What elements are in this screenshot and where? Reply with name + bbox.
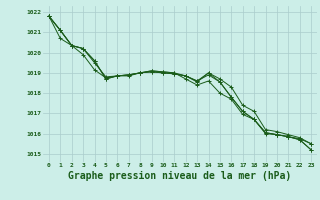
X-axis label: Graphe pression niveau de la mer (hPa): Graphe pression niveau de la mer (hPa)	[68, 171, 292, 181]
